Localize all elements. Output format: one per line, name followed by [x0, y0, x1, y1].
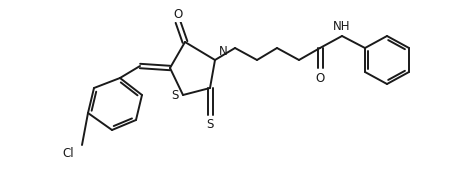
Text: O: O [173, 8, 183, 21]
Text: N: N [219, 45, 228, 58]
Text: NH: NH [333, 20, 351, 33]
Text: S: S [172, 88, 179, 101]
Text: O: O [316, 72, 325, 85]
Text: Cl: Cl [62, 147, 74, 160]
Text: S: S [206, 118, 214, 131]
